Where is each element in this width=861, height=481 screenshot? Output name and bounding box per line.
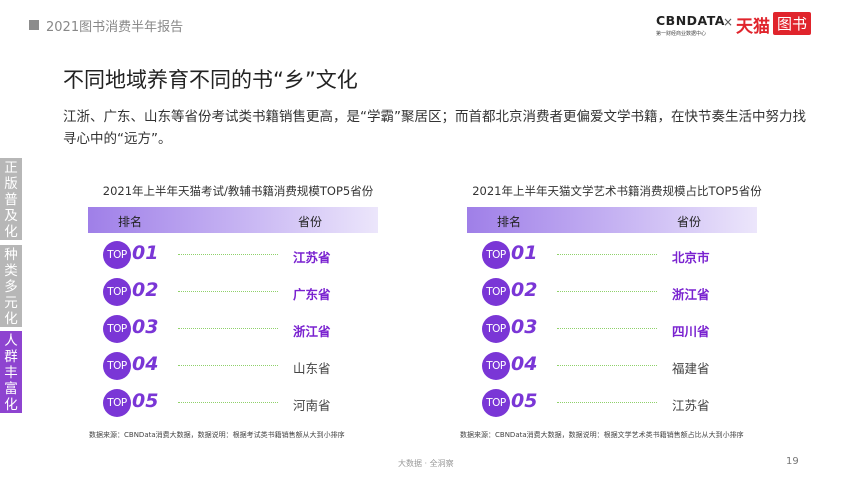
column-province-header: 省份 <box>677 215 702 229</box>
dotted-leader <box>178 402 278 403</box>
side-tab-label: 种类多元化 <box>4 247 18 327</box>
province-name: 广东省 <box>293 287 331 302</box>
exam-books-top5-table: 2021年上半年天猫考试/教辅书籍消费规模TOP5省份 排名 省份 TOP 01… <box>88 181 388 423</box>
logo-separator: × <box>723 15 734 29</box>
column-rank-header: 排名 <box>497 215 522 229</box>
right-table-source-note: 数据来源：CBNData消费大数据，数据说明：根据文学艺术类书籍销售额占比从大到… <box>460 431 744 439</box>
top-badge: TOP <box>103 389 131 417</box>
dotted-leader <box>557 402 657 403</box>
province-name: 江苏省 <box>672 398 710 413</box>
table-row: TOP 05 江苏省 <box>467 387 767 419</box>
table-header: 排名 省份 <box>88 207 378 233</box>
rank-number: 04 <box>511 353 538 375</box>
rank-number: 01 <box>511 242 538 264</box>
table-row: TOP 04 山东省 <box>88 350 388 382</box>
side-tab-label: 人群丰富化 <box>4 333 18 413</box>
top-badge: TOP <box>482 241 510 269</box>
top-badge: TOP <box>103 241 131 269</box>
cbndata-logo-subtitle: 第一财经商业数据中心 <box>656 31 707 37</box>
side-tab-variety[interactable]: 种类多元化 <box>0 245 22 327</box>
table-rows: TOP 01 北京市 TOP 02 浙江省 TOP 03 四川省 TOP 04 … <box>467 233 767 423</box>
top-badge: TOP <box>482 389 510 417</box>
page-title: 不同地域养育不同的书“乡”文化 <box>63 68 358 92</box>
dotted-leader <box>557 365 657 366</box>
rank-number: 05 <box>511 390 538 412</box>
province-name: 江苏省 <box>293 250 331 265</box>
province-name: 浙江省 <box>672 287 710 302</box>
side-tab-audience[interactable]: 人群丰富化 <box>0 331 22 413</box>
province-name: 河南省 <box>293 398 331 413</box>
rank-number: 03 <box>511 316 538 338</box>
province-name: 北京市 <box>672 250 710 265</box>
rank-number: 02 <box>132 279 159 301</box>
table-row: TOP 02 广东省 <box>88 276 388 308</box>
table-row: TOP 02 浙江省 <box>467 276 767 308</box>
dotted-leader <box>557 328 657 329</box>
column-province-header: 省份 <box>298 215 323 229</box>
table-row: TOP 01 北京市 <box>467 239 767 271</box>
table-header: 排名 省份 <box>467 207 757 233</box>
top-badge: TOP <box>103 278 131 306</box>
rank-number: 02 <box>511 279 538 301</box>
page-description: 江浙、广东、山东等省份考试类书籍销售更高，是“学霸”聚居区；而首都北京消费者更偏… <box>63 109 806 147</box>
rank-number: 01 <box>132 242 159 264</box>
table-row: TOP 03 四川省 <box>467 313 767 345</box>
top-badge: TOP <box>482 315 510 343</box>
tushu-logo-badge: 图书 <box>773 12 812 35</box>
side-tab-label: 正版普及化 <box>4 160 18 240</box>
dotted-leader <box>178 254 278 255</box>
province-name: 四川省 <box>672 324 710 339</box>
left-table-source-note: 数据来源：CBNData消费大数据，数据说明：根据考试类书籍销售额从大到小排序 <box>89 431 345 439</box>
top-badge: TOP <box>482 352 510 380</box>
report-title: 2021图书消费半年报告 <box>46 20 184 35</box>
top-badge: TOP <box>103 315 131 343</box>
side-tab-genuine[interactable]: 正版普及化 <box>0 158 22 240</box>
province-name: 浙江省 <box>293 324 331 339</box>
table-title: 2021年上半年天猫考试/教辅书籍消费规模TOP5省份 <box>102 184 374 198</box>
page-number: 19 <box>786 456 799 467</box>
brand-logo: CBNDATA 第一财经商业数据中心 × 天猫 图书 <box>656 12 821 38</box>
table-row: TOP 04 福建省 <box>467 350 767 382</box>
column-rank-header: 排名 <box>118 215 143 229</box>
rank-number: 05 <box>132 390 159 412</box>
table-rows: TOP 01 江苏省 TOP 02 广东省 TOP 03 浙江省 TOP 04 … <box>88 233 388 423</box>
header-square-marker <box>29 20 39 30</box>
table-title: 2021年上半年天猫文学艺术书籍消费规模占比TOP5省份 <box>472 184 762 198</box>
dotted-leader <box>178 365 278 366</box>
province-name: 山东省 <box>293 361 331 376</box>
top-badge: TOP <box>103 352 131 380</box>
table-row: TOP 05 河南省 <box>88 387 388 419</box>
tmall-logo-text: 天猫 <box>736 17 770 37</box>
rank-number: 04 <box>132 353 159 375</box>
table-row: TOP 01 江苏省 <box>88 239 388 271</box>
province-name: 福建省 <box>672 361 710 376</box>
literature-books-top5-table: 2021年上半年天猫文学艺术书籍消费规模占比TOP5省份 排名 省份 TOP 0… <box>467 181 767 423</box>
rank-number: 03 <box>132 316 159 338</box>
dotted-leader <box>557 291 657 292</box>
cbndata-logo: CBNDATA <box>656 13 725 28</box>
dotted-leader <box>557 254 657 255</box>
table-row: TOP 03 浙江省 <box>88 313 388 345</box>
top-badge: TOP <box>482 278 510 306</box>
dotted-leader <box>178 328 278 329</box>
footer-tagline: 大数据 · 全洞察 <box>398 459 454 468</box>
dotted-leader <box>178 291 278 292</box>
